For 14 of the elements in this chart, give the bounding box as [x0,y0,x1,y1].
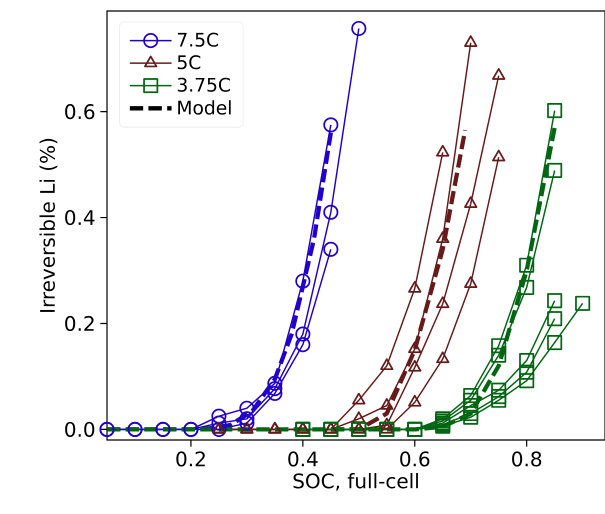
x-tick-label: 0.4 [288,451,318,467]
x-tick-label: 0.8 [512,451,542,467]
y-axis-title: Irreversible Li (%) [40,138,58,312]
legend-label: 7.5C [178,32,218,47]
legend-label: 5C [178,55,200,70]
legend-label: Model [178,100,231,115]
x-tick-label: 0.2 [176,451,205,467]
y-tick-label: 0.6 [65,104,94,120]
x-tick-label: 0.6 [400,451,430,467]
y-tick-label: 0.0 [65,422,94,437]
legend-label: 3.75C [178,78,230,92]
y-tick-label: 0.2 [65,316,94,332]
y-tick-label: 0.4 [65,210,95,226]
x-axis-title: SOC, full-cell [294,473,418,491]
